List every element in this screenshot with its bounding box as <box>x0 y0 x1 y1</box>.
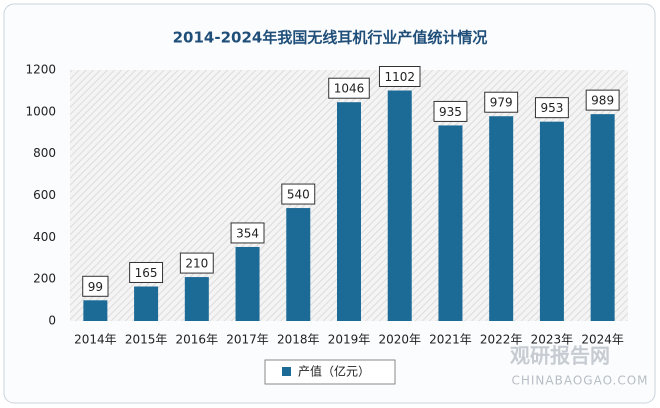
bar <box>539 121 564 321</box>
x-tick-label: 2018年 <box>277 333 320 347</box>
x-tick-label: 2023年 <box>531 333 574 347</box>
legend: 产值（亿元） <box>264 359 396 385</box>
y-tick-label: 800 <box>33 146 56 160</box>
bar <box>489 116 514 321</box>
chart-title: 2014-2024年我国无线耳机行业产值统计情况 <box>173 29 488 47</box>
value-label-box <box>281 183 316 205</box>
value-label-box <box>534 97 569 119</box>
x-tick-label: 2019年 <box>328 333 371 347</box>
value-label: 989 <box>591 94 614 108</box>
value-label: 210 <box>185 257 208 271</box>
x-tick-label: 2021年 <box>429 333 472 347</box>
bar <box>235 246 260 321</box>
bar <box>438 125 463 321</box>
bar <box>83 300 108 321</box>
bar <box>134 286 159 321</box>
y-tick-label: 0 <box>48 314 56 328</box>
legend-label: 产值（亿元） <box>298 364 370 379</box>
watermark-url: CHINABAOGAO.COM <box>511 374 648 388</box>
bar <box>590 114 615 322</box>
x-tick-label: 2020年 <box>378 333 421 347</box>
y-tick-label: 1200 <box>25 63 56 77</box>
y-tick-label: 1000 <box>25 104 56 118</box>
value-label-box <box>378 65 421 87</box>
y-tick-label: 200 <box>33 272 56 286</box>
x-tick-label: 2024年 <box>581 333 624 347</box>
x-tick-label: 2014年 <box>74 333 117 347</box>
value-label: 540 <box>287 188 310 202</box>
y-tick-label: 400 <box>33 230 56 244</box>
value-label-box <box>179 252 214 274</box>
bar <box>184 277 209 321</box>
value-label-box <box>129 261 164 283</box>
value-label: 99 <box>88 280 103 294</box>
value-label-box <box>230 222 265 244</box>
value-label-box <box>82 275 109 297</box>
bar <box>387 90 412 321</box>
bar <box>337 102 361 321</box>
value-label: 935 <box>439 105 462 119</box>
value-label-box <box>484 91 519 113</box>
value-label: 1102 <box>384 70 415 84</box>
value-label: 979 <box>490 96 513 110</box>
value-label-box <box>433 100 468 122</box>
value-label: 354 <box>236 226 259 240</box>
legend-swatch <box>282 367 291 376</box>
x-tick-label: 2015年 <box>125 333 168 347</box>
x-tick-label: 2022年 <box>480 333 523 347</box>
value-label: 1046 <box>334 82 365 96</box>
value-label: 953 <box>540 101 563 115</box>
watermark-name: 观研报告网 <box>510 344 610 368</box>
value-label-box <box>585 89 620 111</box>
x-tick-label: 2016年 <box>176 333 219 347</box>
bar <box>286 208 311 321</box>
y-tick-label: 600 <box>33 188 56 202</box>
value-label-box <box>328 77 370 99</box>
value-label: 165 <box>135 266 158 280</box>
x-tick-label: 2017年 <box>226 333 269 347</box>
